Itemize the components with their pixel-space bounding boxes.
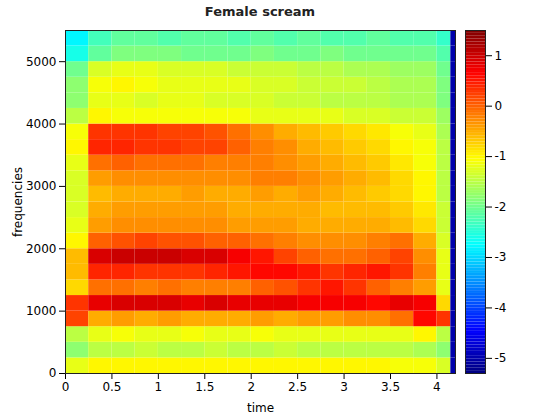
svg-text:5000: 5000 — [26, 55, 57, 69]
svg-text:frequencies: frequencies — [11, 167, 25, 237]
svg-text:3.5: 3.5 — [381, 380, 400, 394]
svg-text:1: 1 — [155, 380, 163, 394]
svg-text:-2: -2 — [495, 200, 507, 214]
svg-text:0: 0 — [495, 99, 503, 113]
svg-text:-4: -4 — [495, 301, 507, 315]
svg-text:2000: 2000 — [26, 242, 57, 256]
svg-text:3: 3 — [340, 380, 348, 394]
html-text:Female scream: Female scream — [204, 4, 316, 19]
svg-text:time: time — [247, 401, 274, 415]
svg-text:1.5: 1.5 — [195, 380, 214, 394]
svg-text:-5: -5 — [495, 351, 507, 365]
svg-text:4: 4 — [433, 380, 441, 394]
svg-text:0: 0 — [49, 366, 57, 380]
svg-text:0.5: 0.5 — [102, 380, 121, 394]
svg-text:-1: -1 — [495, 149, 507, 163]
svg-text:4000: 4000 — [26, 117, 57, 131]
svg-text:1000: 1000 — [26, 304, 57, 318]
svg-text:1: 1 — [495, 49, 503, 63]
svg-text:3000: 3000 — [26, 179, 57, 193]
svg-text:2: 2 — [247, 380, 255, 394]
svg-text:-3: -3 — [495, 250, 507, 264]
svg-text:2.5: 2.5 — [288, 380, 307, 394]
svg-text:0: 0 — [62, 380, 70, 394]
